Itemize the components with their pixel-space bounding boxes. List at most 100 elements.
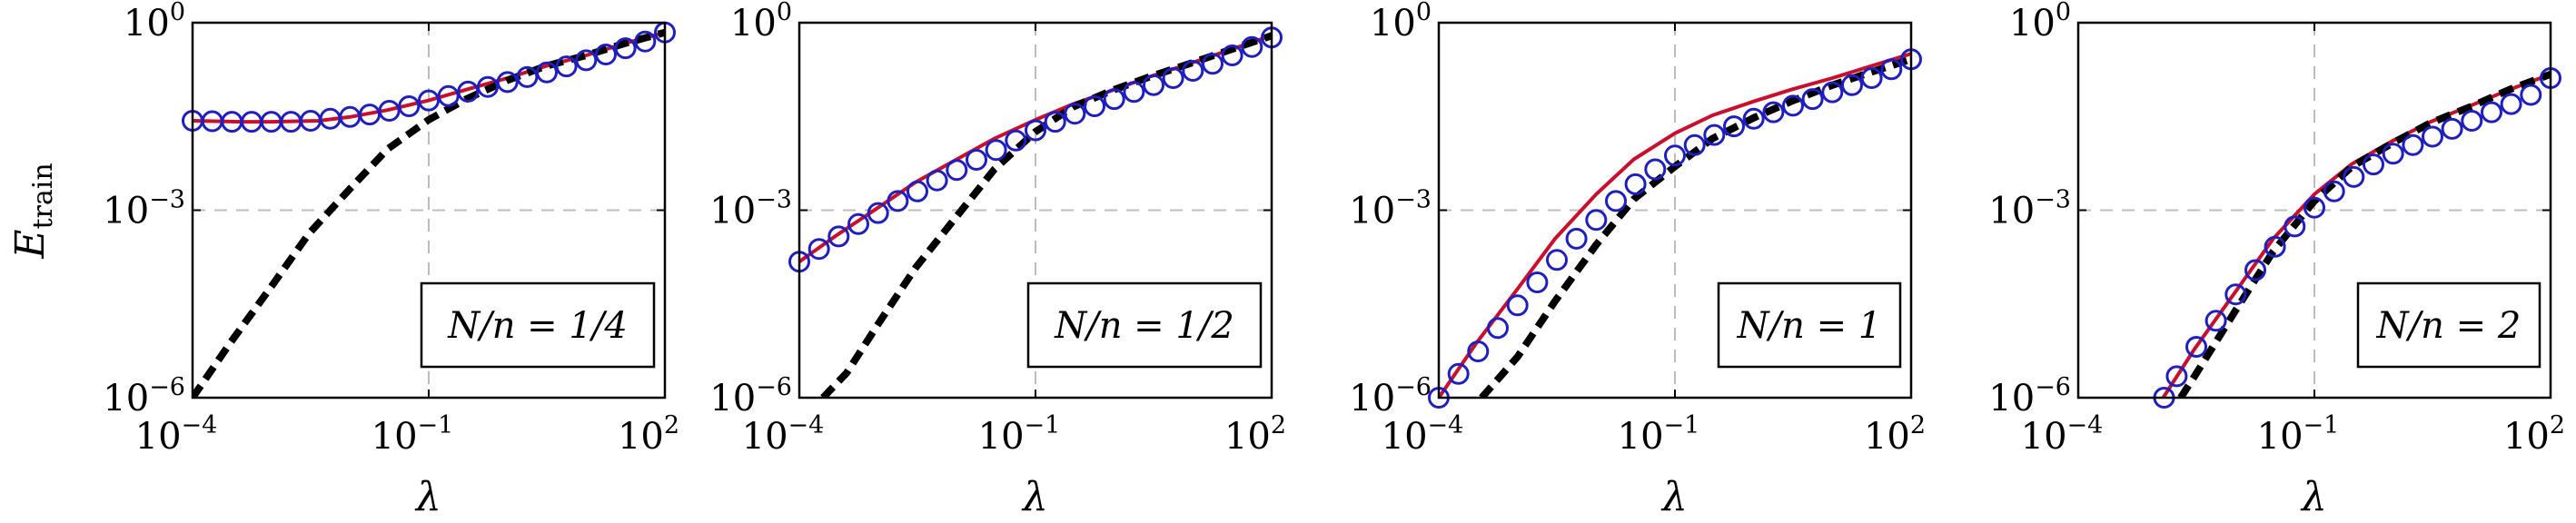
circle-marker <box>1162 67 1184 89</box>
circle-marker <box>1683 133 1706 156</box>
circle-marker <box>1182 60 1204 82</box>
circle-marker <box>1585 209 1608 232</box>
circle-marker <box>1565 227 1588 250</box>
x-tick-label: 10−4 <box>2021 411 2104 458</box>
panel-1: 10−4 10−1 102 100 10−3 10−6 λ N/n = 1/4 <box>103 0 679 520</box>
circle-marker <box>516 65 539 88</box>
circle-marker <box>1742 107 1765 130</box>
circle-marker <box>2204 310 2227 332</box>
circle-marker <box>1467 340 1490 362</box>
circle-marker <box>418 89 440 112</box>
circle-marker <box>437 84 460 107</box>
circle-marker <box>2264 235 2286 258</box>
circle-marker <box>2304 196 2325 219</box>
circle-marker <box>2500 93 2522 115</box>
circle-marker <box>2284 215 2306 238</box>
circle-marker <box>1064 103 1086 125</box>
circle-marker <box>1202 53 1224 75</box>
y-tick-label: 10−6 <box>1988 373 2071 419</box>
y-tick-label: 10−3 <box>1349 186 1432 232</box>
circle-marker <box>2520 84 2542 106</box>
circle-marker <box>1860 67 1883 89</box>
circle-marker <box>1241 35 1263 58</box>
circle-marker <box>1084 95 1105 117</box>
y-axis-label: Etrain <box>7 163 59 259</box>
y-tick-label: 10−3 <box>103 186 185 232</box>
y-tick-label: 10−3 <box>709 186 792 232</box>
circle-marker <box>1624 173 1647 195</box>
circle-marker <box>2382 143 2404 165</box>
circle-marker <box>1801 88 1824 111</box>
circle-marker <box>1005 129 1027 152</box>
circle-marker <box>867 202 889 224</box>
circle-marker <box>1506 294 1529 317</box>
circle-marker <box>2165 365 2188 388</box>
circle-marker <box>1221 44 1243 66</box>
circle-marker <box>614 37 637 60</box>
circle-marker <box>477 75 499 98</box>
circle-marker <box>926 169 948 192</box>
circle-marker <box>1123 81 1145 104</box>
circle-marker <box>1044 111 1066 133</box>
legend-box <box>1026 281 1263 369</box>
y-tick-label: 100 <box>730 0 792 44</box>
circle-marker <box>1526 271 1549 293</box>
circle-marker <box>378 100 401 122</box>
legend-box <box>2356 281 2541 369</box>
circle-marker <box>1723 115 1745 138</box>
red-series-line <box>193 30 665 124</box>
x-tick-label: 10−1 <box>1618 411 1700 458</box>
dashed-series-line <box>820 32 1272 398</box>
circle-marker <box>1546 249 1568 271</box>
circle-marker <box>496 71 519 94</box>
x-tick-label: 10−4 <box>135 411 218 458</box>
circle-marker <box>1103 88 1125 111</box>
circle-marker <box>2185 336 2207 358</box>
y-tick-label: 100 <box>2009 0 2071 44</box>
x-tick-label: 10−4 <box>1382 411 1464 458</box>
panel-3: 10−4 10−1 102 100 10−3 10−6 λ N/n = 1 <box>1349 0 1926 520</box>
circle-marker <box>2343 165 2365 188</box>
panel-2: 10−4 10−1 102 100 10−3 10−6 λ N/n = 1/2 <box>709 0 1286 520</box>
circle-marker <box>907 180 928 202</box>
x-tick-label: 102 <box>1224 411 1286 458</box>
circle-marker <box>634 30 657 53</box>
data-layer <box>1439 52 1911 398</box>
y-tick-label: 10−6 <box>1349 373 1432 419</box>
circle-marker <box>595 44 617 65</box>
x-tick-label: 102 <box>618 411 679 458</box>
circle-marker <box>1143 74 1164 96</box>
circle-marker <box>2422 125 2443 148</box>
circle-marker <box>2323 180 2345 202</box>
circle-marker <box>1821 81 1844 104</box>
circle-marker <box>555 55 578 78</box>
circle-marker <box>946 159 968 182</box>
x-axis-label: λ <box>1660 474 1688 520</box>
circle-marker <box>887 190 909 212</box>
x-axis-label: λ <box>414 474 441 520</box>
x-tick-label: 102 <box>1864 411 1926 458</box>
y-tick-label: 10−6 <box>709 373 792 419</box>
circle-marker <box>1487 317 1509 340</box>
circle-marker <box>2441 117 2463 140</box>
circle-marker <box>1025 119 1046 142</box>
legend-label: N/n = 1/4 <box>447 305 628 347</box>
legend-label: N/n = 2 <box>2376 305 2522 347</box>
dashed-series-line <box>1479 55 1911 398</box>
legend-box <box>1717 281 1902 369</box>
x-axis-label: λ <box>1021 474 1048 520</box>
circle-marker <box>1880 58 1903 81</box>
circle-marker <box>398 95 421 117</box>
y-tick-label: 100 <box>1370 0 1432 44</box>
y-tick-label: 100 <box>124 0 185 44</box>
circle-marker <box>2224 283 2247 306</box>
legend-label: N/n = 1/2 <box>1054 305 1234 347</box>
circle-marker <box>457 80 480 103</box>
x-tick-label: 10−4 <box>742 411 825 458</box>
circle-marker <box>2481 101 2502 123</box>
red-series-line <box>1439 52 1911 398</box>
circle-marker <box>827 225 850 248</box>
x-tick-label: 10−1 <box>2257 411 2340 458</box>
y-tick-label: 10−6 <box>103 373 185 419</box>
